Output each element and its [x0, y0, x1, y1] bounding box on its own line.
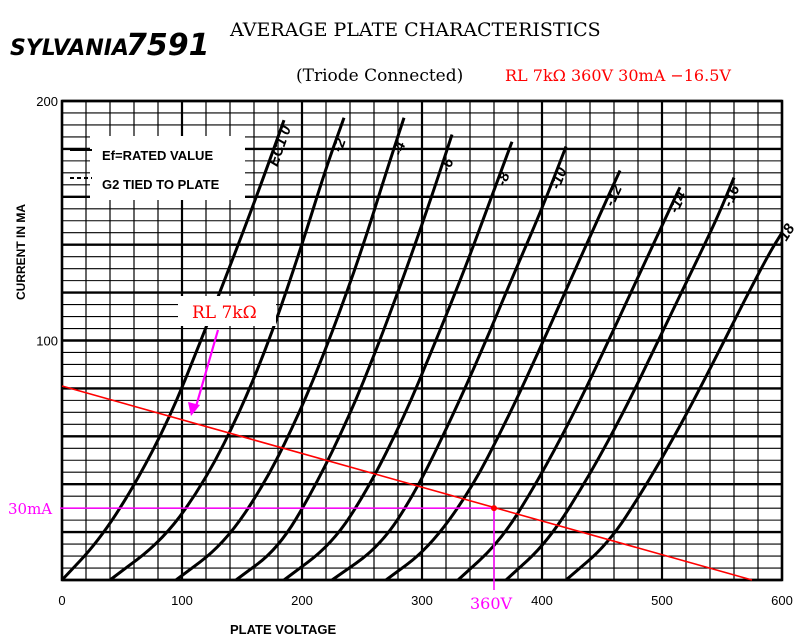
x-tick-label: 0 [58, 593, 65, 608]
x-tick-label: 300 [411, 593, 433, 608]
op-voltage-label: 360V [470, 594, 513, 613]
x-tick-label: 200 [291, 593, 313, 608]
legend-box [90, 136, 245, 200]
load-line-arrowhead [188, 402, 200, 416]
operating-point-summary: RL 7kΩ 360V 30mA −16.5V [505, 66, 731, 85]
curve-label: -2 [329, 135, 350, 154]
curve-ec1-3 [235, 134, 454, 582]
curve-label: -10 [547, 165, 571, 192]
load-line [61, 385, 753, 581]
operating-point-marker [491, 505, 497, 512]
curve-label: -8 [493, 169, 514, 188]
curve-ec1-5 [331, 145, 568, 582]
curve-ec1-1 [109, 117, 346, 582]
legend-line-2: G2 TIED TO PLATE [102, 177, 220, 192]
curve-ec1-8 [504, 177, 736, 582]
brand-label: SYLVANIA [10, 36, 129, 61]
curve-label: -6 [437, 156, 458, 175]
legend: Ef=RATED VALUE G2 TIED TO PLATE [70, 136, 245, 200]
plot-frame [60, 99, 784, 582]
y-tick-label: 200 [36, 94, 58, 109]
x-tick-label: 500 [651, 593, 673, 608]
tick-labels: 0 100 200 300 400 500 600 100 200 [36, 94, 793, 608]
curve-ec1-0 [60, 119, 286, 582]
tube-number: 7591 [126, 28, 210, 63]
x-axis-title: PLATE VOLTAGE [230, 622, 336, 637]
curve-label: -4 [389, 139, 410, 158]
op-current-label: 30mA [8, 500, 52, 518]
chart-subtitle: (Triode Connected) [296, 66, 463, 86]
annotations: 30mA 360V [8, 329, 753, 613]
curve-label: -16 [719, 182, 743, 209]
curve-ec1-7 [456, 186, 682, 582]
x-tick-label: 100 [171, 593, 193, 608]
curve-ec1-6 [385, 169, 622, 582]
x-tick-label: 400 [531, 593, 553, 608]
y-axis-title: CURRENT IN MA [14, 204, 28, 300]
x-tick-label: 600 [771, 593, 793, 608]
load-line-arrow [193, 329, 220, 411]
chart-title: AVERAGE PLATE CHARACTERISTICS [229, 19, 601, 41]
y-tick-label: 100 [36, 334, 58, 349]
legend-line-1: Ef=RATED VALUE [102, 148, 213, 163]
load-line-label: RL 7kΩ [192, 303, 257, 323]
load-line-label-bg [178, 296, 276, 326]
curve-ec1-2 [175, 117, 406, 582]
curve-ec1-4 [283, 141, 514, 582]
curve-ec1-9 [565, 231, 784, 582]
curve-label: EC1 0 [265, 123, 295, 169]
